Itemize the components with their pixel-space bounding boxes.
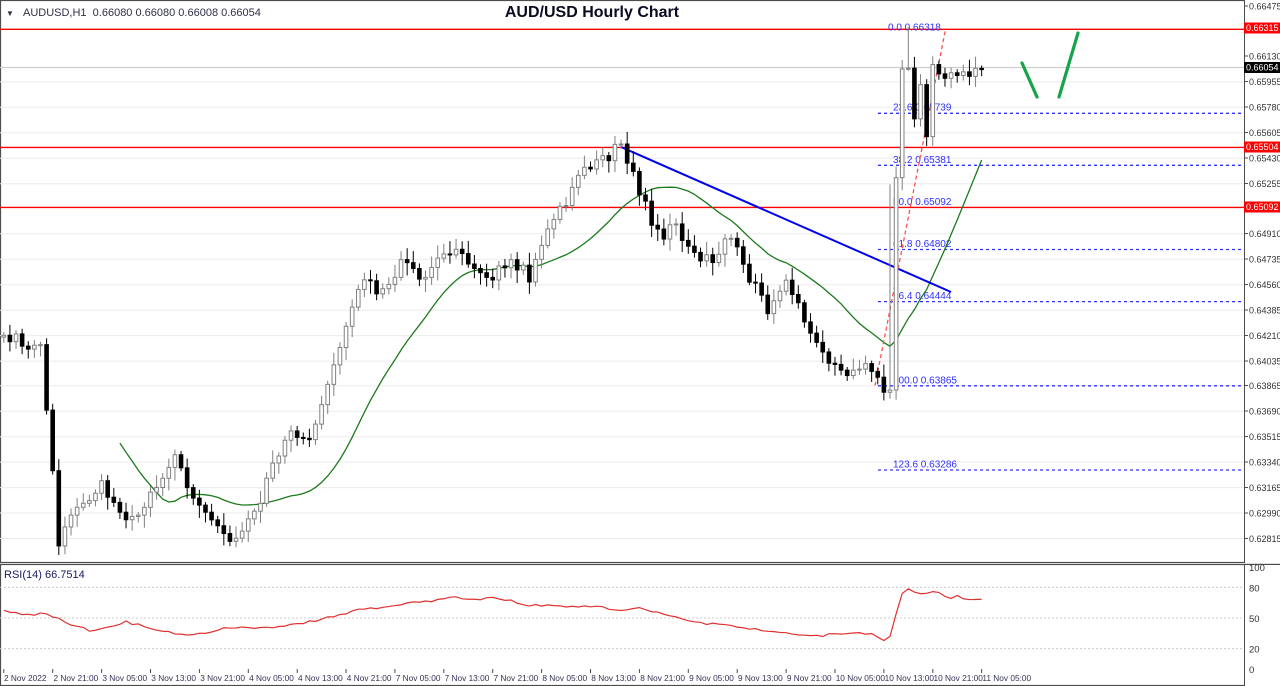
svg-text:0: 0 (1249, 665, 1254, 676)
svg-text:20: 20 (1249, 645, 1260, 656)
svg-text:100: 100 (1249, 563, 1265, 574)
svg-text:80: 80 (1249, 584, 1260, 595)
svg-text:50: 50 (1249, 614, 1260, 625)
